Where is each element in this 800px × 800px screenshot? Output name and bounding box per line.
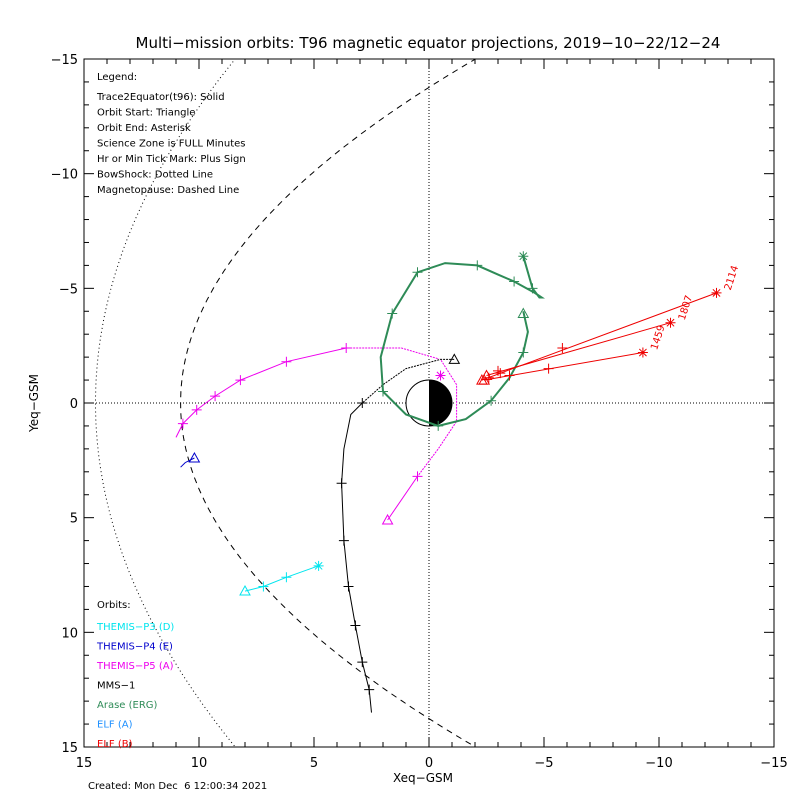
orbit-path [244, 565, 319, 592]
tick-mark [281, 356, 292, 367]
orbit-series [180, 452, 201, 468]
tick-mark [557, 342, 568, 353]
tick-mark [336, 478, 347, 489]
orbit-start-marker [448, 353, 461, 364]
x-tick-label: 15 [76, 756, 93, 771]
boundaries [95, 59, 477, 747]
orbit-legend-item: THEMIS−P3 (D) [96, 622, 174, 633]
tick-mark [210, 391, 221, 402]
y-tick-label: 0 [70, 397, 78, 412]
legend-item: Hr or Min Tick Mark: Plus Sign [97, 154, 246, 165]
legend-item: BowShock: Dotted Line [97, 170, 213, 181]
orbit-series [336, 353, 461, 713]
tick-mark [281, 572, 292, 583]
orbit-path-gap [346, 347, 458, 478]
orbit-end-marker [711, 287, 722, 298]
tick-mark [177, 418, 188, 429]
tick-mark [518, 347, 529, 358]
y-tick-label: −5 [59, 282, 78, 297]
y-axis-label: Yeq−GSM [27, 374, 41, 433]
tick-mark [412, 267, 423, 278]
tick-mark [364, 684, 375, 695]
orbit-legend-item: ELF (B) [97, 739, 133, 750]
y-tick-label: 10 [61, 626, 78, 641]
tick-mark [357, 398, 368, 408]
tick-mark [527, 283, 538, 294]
tick-mark [191, 404, 202, 415]
orbit-path [486, 322, 671, 376]
orbit-series [378, 251, 546, 431]
tick-mark [504, 370, 515, 381]
orbits-heading: Orbits: [97, 600, 131, 611]
tick-mark [543, 363, 554, 374]
orbit-end-marker [518, 251, 529, 262]
orbit-end-marker [637, 347, 648, 358]
y-tick-label: −10 [51, 168, 78, 183]
orbit-legend: THEMIS−P3 (D) THEMIS−P4 (E) THEMIS−P5 (A) M… [96, 622, 174, 750]
magnetopause-line [180, 59, 477, 747]
tick-mark [472, 260, 483, 271]
tick-mark [350, 620, 361, 631]
orbit-legend-item: Arase (ERG) [97, 700, 158, 711]
y-tick-label: 5 [70, 512, 78, 527]
legend-item: Magnetopause: Dashed Line [97, 185, 239, 196]
orbit-legend-item: THEMIS−P4 (E) [96, 642, 173, 653]
x-axis-label: Xeq−GSM [393, 771, 453, 785]
tick-mark [235, 375, 246, 386]
tick-mark [357, 657, 368, 668]
orbit-legend-item: ELF (A) [97, 720, 133, 731]
legend-item: Trace2Equator(t96): Solid [96, 92, 225, 103]
orbit-path-gap [361, 358, 455, 404]
tick-mark [343, 581, 354, 592]
tick-mark [378, 386, 388, 397]
orbit-start-marker [188, 452, 201, 463]
tick-mark [387, 308, 398, 319]
y-tick-label: −15 [51, 53, 78, 68]
legend-item: Orbit Start: Triangle [97, 108, 195, 119]
tick-mark [486, 395, 497, 406]
created-timestamp: Created: Mon Dec 6 12:00:34 2021 [88, 781, 267, 792]
tick-mark [341, 342, 352, 353]
x-tick-label: 10 [191, 756, 208, 771]
orbit-start-marker [478, 374, 491, 385]
orbit-start-marker [517, 307, 530, 319]
tick-mark [433, 420, 444, 431]
tick-mark [412, 471, 423, 482]
orbit-start-marker [381, 513, 394, 525]
earth-nightside [429, 380, 452, 426]
legend: Trace2Equator(t96): Solid Orbit Start: Tr… [96, 92, 246, 196]
x-tick-label: −15 [760, 756, 787, 771]
tick-mark [495, 368, 506, 379]
tick-mark [258, 581, 269, 592]
legend-heading: Legend: [97, 72, 137, 83]
orbit-start-marker [239, 585, 251, 596]
legend-item: Orbit End: Asterisk [97, 123, 191, 134]
y-tick-label: 15 [61, 741, 78, 756]
orbit-legend-item: THEMIS−P5 (A) [96, 661, 174, 672]
orbit-end-marker [435, 370, 446, 381]
x-tick-label: 0 [425, 756, 433, 771]
orbit-series [239, 560, 324, 596]
tick-mark [509, 276, 520, 287]
tick-mark [493, 365, 503, 376]
orbit-end-marker [313, 560, 324, 571]
orbit-legend-item: MMS−1 [97, 681, 135, 692]
legend-item: Science Zone is FULL Minutes [97, 139, 246, 150]
x-tick-label: 5 [310, 756, 318, 771]
bow-shock-line [95, 59, 236, 747]
orbit-end-marker [665, 317, 676, 328]
x-tick-label: −5 [534, 756, 553, 771]
chart-title: Multi−mission orbits: T96 magnetic equat… [136, 34, 721, 52]
orbit-series [175, 342, 458, 525]
x-tick-label: −10 [645, 756, 672, 771]
tick-mark [338, 535, 349, 546]
